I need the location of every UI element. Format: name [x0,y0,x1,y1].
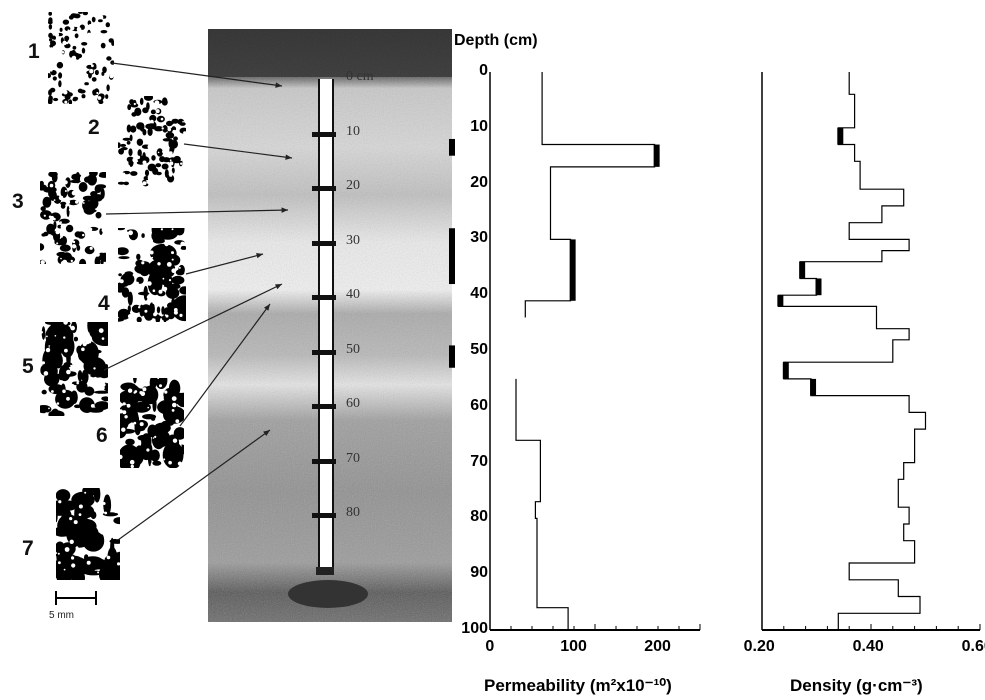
sample-arrow-4 [185,253,264,275]
sample-arrowhead-7 [263,430,270,436]
depth-tick-label: 30 [470,229,488,247]
sample-arrow-2 [183,143,293,159]
highlighted-segment [815,278,822,296]
core-ruler-label: 30 [346,232,360,248]
depth-sample-marker [449,345,455,368]
x-tick-label: 100 [560,638,587,655]
core-ruler [318,79,334,569]
highlighted-segment [653,144,660,167]
highlighted-segment [782,362,789,379]
sample-arrow-7 [117,429,271,541]
x-tick-label: 0 [485,638,495,655]
depth-sample-marker [449,138,455,156]
core-ruler-tick [312,349,336,355]
sample-label-4: 4 [98,292,110,315]
core-ruler-tick [312,240,336,246]
core-ruler-tick [312,131,336,137]
sample-texture-3 [40,172,106,264]
sample-arrow-1 [111,62,283,87]
sample-arrowhead-4 [256,252,263,259]
depth-tick-label: 60 [470,396,488,414]
core-ruler-tick [312,513,336,518]
sample-texture-5 [40,322,108,416]
profile-line [777,72,927,630]
sample-label-1: 1 [28,40,40,63]
core-ruler-label: 80 [346,505,360,520]
depth-tick-label: 70 [470,452,488,470]
sample-texture-7 [56,488,120,580]
depth-tick-label: 100 [461,620,488,637]
x-tick-label: 0.40 [852,638,884,655]
scale-bar [55,591,97,605]
depth-tick-label: 10 [470,117,488,135]
core-ruler-label: 10 [346,123,360,139]
sample-arrowhead-3 [281,207,288,213]
highlighted-segment [810,378,817,396]
sample-label-7: 7 [22,537,34,560]
core-ruler-tick [312,404,336,409]
x-tick-label: 0.20 [743,638,775,655]
depth-tick-label: 20 [470,173,488,191]
core-ruler-label: 70 [346,450,360,466]
sample-arrowhead-2 [285,154,292,160]
highlighted-segment [837,127,844,145]
core-ruler-tick [312,295,336,300]
sample-arrow-6 [179,303,271,427]
profile-line [515,72,656,630]
core-ruler-label: 40 [346,287,360,302]
depth-tick-label: 0 [479,62,488,79]
core-ruler-tick [312,186,336,191]
sample-arrowhead-6 [263,304,270,311]
core-ruler-label: 50 [346,341,360,357]
sample-texture-1 [48,12,114,104]
core-ruler-tick [312,458,336,464]
sample-label-3: 3 [12,190,24,213]
sample-texture-2 [118,96,186,188]
sample-arrowhead-5 [275,284,282,290]
sample-arrow-3 [105,209,289,215]
highlighted-segment [799,261,806,279]
sample-arrowhead-1 [275,82,282,88]
density-axis-title: Density (g·cm⁻³) [790,676,923,695]
x-tick-label: 0.60 [961,638,985,655]
sample-label-2: 2 [88,116,100,139]
core-ruler-label: 20 [346,178,360,193]
depth-tick-label: 40 [470,285,488,303]
depth-tick-label: 80 [470,508,488,526]
scale-bar-label: 5 mm [49,610,74,621]
depth-axis-title: Depth (cm) [454,32,538,49]
depth-sample-marker [449,228,455,285]
sample-label-6: 6 [96,424,108,447]
core-ruler-base [316,567,334,575]
core-ruler-label: 60 [346,396,360,411]
highlighted-segment [777,295,784,307]
depth-tick-label: 50 [470,341,488,358]
sample-texture-6 [120,378,184,468]
permeability-axis-title: Permeability (m²x10⁻¹⁰) [484,676,672,695]
sample-texture-4 [118,228,186,322]
sample-label-5: 5 [22,355,34,378]
sample-arrow-5 [103,283,283,371]
highlighted-segment [569,239,576,301]
depth-tick-label: 90 [470,564,488,582]
core-ruler-label: 0 cm [346,69,374,84]
x-tick-label: 200 [644,638,671,655]
